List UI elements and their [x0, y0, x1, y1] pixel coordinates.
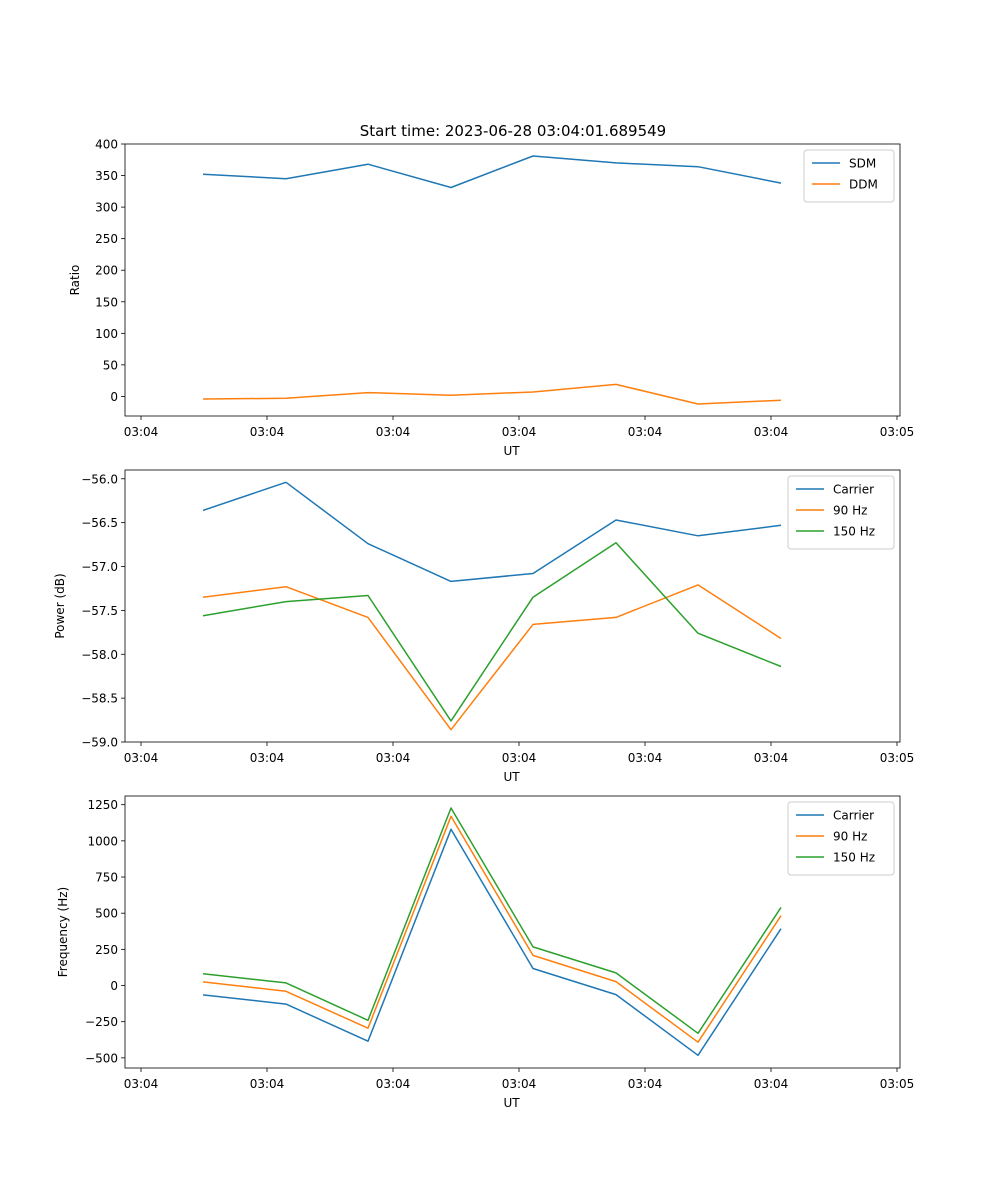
x-tick-label: 03:04: [124, 425, 159, 439]
legend-label: Carrier: [833, 483, 874, 497]
y-tick-label: 250: [95, 943, 118, 957]
x-tick-label: 03:04: [376, 751, 411, 765]
legend: SDM DDM: [803, 149, 895, 203]
x-tick-label: 03:04: [502, 1077, 537, 1091]
x-axis-label: UT: [503, 770, 520, 784]
x-tick-label: 03:04: [628, 751, 663, 765]
y-tick-label: 500: [95, 907, 118, 921]
axes-frame: [124, 795, 901, 1069]
y-tick-label: −58.5: [81, 692, 118, 706]
chart-title: Start time: 2023-06-28 03:04:01.689549: [360, 122, 666, 140]
panel-ratio: 03:04 03:04 03:04 03:04 03:04 03:04 03:05 UT 0 50…: [68, 138, 914, 459]
legend-label: 90 Hz: [833, 830, 867, 844]
y-tick-label: 250: [95, 232, 118, 246]
x-tick-label: 03:04: [754, 751, 789, 765]
y-tick-label: 350: [95, 169, 118, 183]
y-axis-label: Power (dB): [53, 573, 67, 638]
y-tick-label: 1250: [87, 798, 118, 812]
y-tick-label: −58.0: [81, 648, 118, 662]
x-tick-label: 03:04: [628, 425, 663, 439]
y-tick-label: −250: [85, 1015, 118, 1029]
y-tick-label: 400: [95, 138, 118, 152]
y-tick-label: 200: [95, 264, 118, 278]
x-tick-label: 03:04: [754, 425, 789, 439]
legend-label: 150 Hz: [833, 525, 875, 539]
y-tick-label: −57.0: [81, 560, 118, 574]
x-tick-label: 03:04: [250, 751, 285, 765]
y-tick-label: −56.0: [81, 472, 118, 486]
legend: Carrier 90 Hz 150 Hz: [787, 801, 895, 876]
y-axis-label: Ratio: [68, 265, 82, 296]
y-tick-label: 150: [95, 295, 118, 309]
legend: Carrier 90 Hz 150 Hz: [787, 475, 895, 550]
x-tick-label: 03:04: [250, 425, 285, 439]
x-tick-label: 03:05: [880, 425, 915, 439]
x-axis-label: UT: [503, 1096, 520, 1110]
x-tick-label: 03:04: [502, 425, 537, 439]
x-tick-label: 03:04: [502, 751, 537, 765]
y-tick-label: −57.5: [81, 604, 118, 618]
series-line-150-hz: [202, 542, 782, 722]
axes-frame: [124, 143, 901, 417]
x-tick-label: 03:04: [376, 1077, 411, 1091]
series-line-carrier: [202, 481, 782, 583]
y-tick-label: −59.0: [81, 736, 118, 750]
y-tick-label: 0: [110, 979, 118, 993]
legend-label: 90 Hz: [833, 504, 867, 518]
axes-frame: [124, 469, 901, 743]
series-line-carrier: [202, 828, 782, 1057]
legend-label: Carrier: [833, 809, 874, 823]
legend-label: SDM: [849, 157, 876, 171]
x-tick-label: 03:04: [124, 1077, 159, 1091]
y-tick-label: 0: [110, 390, 118, 404]
x-tick-label: 03:04: [754, 1077, 789, 1091]
x-tick-label: 03:04: [124, 751, 159, 765]
x-tick-label: 03:05: [880, 751, 915, 765]
panel-frequency: 03:04 03:04 03:04 03:04 03:04 03:04 03:05 UT −50…: [56, 795, 915, 1110]
x-tick-label: 03:04: [376, 425, 411, 439]
series-line-90-hz: [202, 815, 782, 1043]
series-line-150-hz: [202, 807, 782, 1035]
y-tick-label: 300: [95, 201, 118, 215]
series-line-90-hz: [202, 584, 782, 731]
legend-label: DDM: [849, 178, 878, 192]
panel-power: 03:04 03:04 03:04 03:04 03:04 03:04 03:05 UT −59…: [53, 469, 915, 784]
y-tick-label: 1000: [87, 834, 118, 848]
series-line-sdm: [202, 155, 782, 189]
y-tick-label: 50: [103, 358, 118, 372]
y-tick-label: −56.5: [81, 516, 118, 530]
x-tick-label: 03:04: [250, 1077, 285, 1091]
x-tick-label: 03:04: [628, 1077, 663, 1091]
x-tick-label: 03:05: [880, 1077, 915, 1091]
y-tick-label: −500: [85, 1051, 118, 1065]
series-line-ddm: [202, 383, 782, 405]
y-axis-label: Frequency (Hz): [56, 887, 70, 978]
legend-label: 150 Hz: [833, 851, 875, 865]
y-tick-label: 750: [95, 871, 118, 885]
y-tick-label: 100: [95, 327, 118, 341]
x-axis-label: UT: [503, 444, 520, 458]
